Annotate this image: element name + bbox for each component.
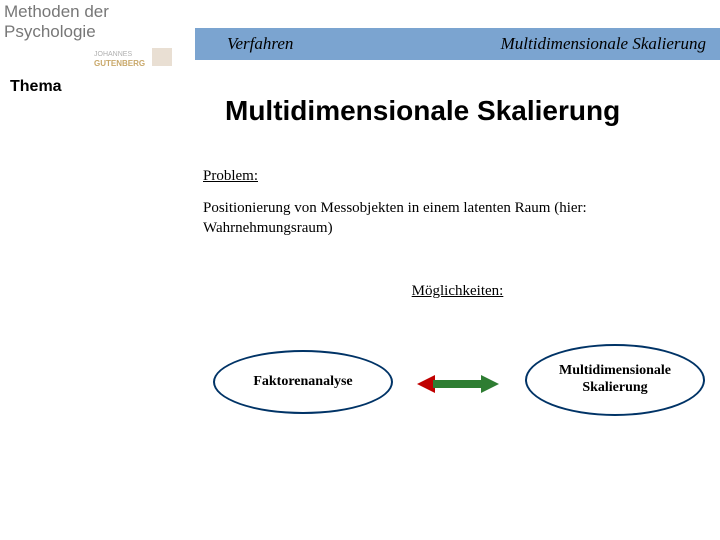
double-arrow-icon	[417, 374, 499, 394]
main-content: Multidimensionale Skalierung Problem: Po…	[195, 0, 720, 540]
svg-text:JOHANNES: JOHANNES	[94, 51, 132, 58]
sidebar-label: Thema	[10, 78, 62, 96]
ellipse-mds: Multidimensionale Skalierung	[525, 344, 705, 416]
problem-label: Problem:	[203, 168, 258, 185]
slide: Methoden der Psychologie JOHANNES GUTENB…	[0, 0, 720, 540]
ellipse-faktorenanalyse: Faktorenanalyse	[213, 350, 393, 414]
svg-text:GUTENBERG: GUTENBERG	[94, 59, 145, 68]
ellipse-right-label: Multidimensionale Skalierung	[531, 363, 699, 397]
page-title: Multidimensionale Skalierung	[225, 95, 715, 127]
problem-text: Positionierung von Messobjekten in einem…	[203, 198, 703, 239]
ellipse-left-label: Faktorenanalyse	[253, 374, 352, 391]
university-logo: JOHANNES GUTENBERG	[94, 46, 189, 70]
moeglichkeiten-label: Möglichkeiten:	[195, 283, 720, 300]
corner-title: Methoden der Psychologie	[4, 2, 194, 41]
